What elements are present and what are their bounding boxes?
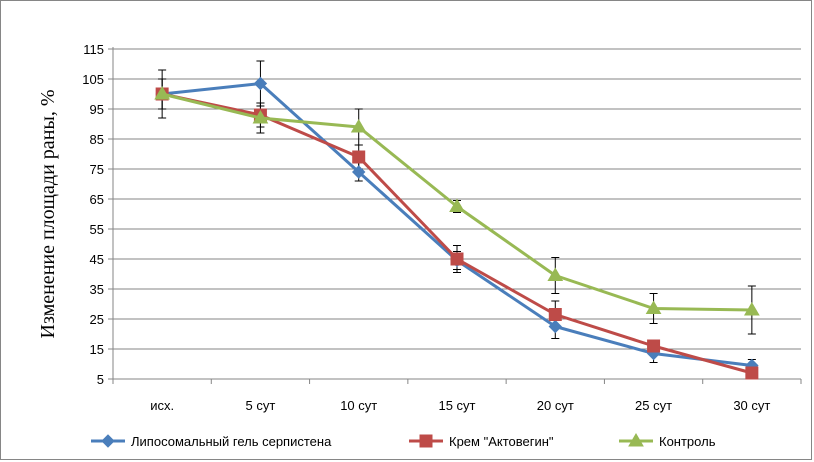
legend-label: Липосомальный гель серпистена	[131, 434, 332, 449]
series-line-1	[161, 82, 753, 367]
data-point-diamond	[548, 319, 562, 334]
data-point-triangle	[645, 300, 662, 314]
y-tick-label: 15	[90, 342, 104, 357]
series-line-2	[161, 92, 753, 375]
x-tick-label: 5 сут	[246, 398, 276, 413]
data-point-triangle	[252, 110, 269, 124]
error-bars	[158, 60, 756, 378]
x-tick-label: 15 сут	[438, 398, 475, 413]
gridlines	[108, 48, 801, 380]
axes	[112, 47, 802, 384]
data-point-square	[352, 150, 366, 164]
y-tick-label: 65	[90, 192, 104, 207]
y-tick-label: 55	[90, 222, 104, 237]
data-point-triangle	[743, 302, 760, 316]
data-point-triangle	[350, 119, 367, 133]
series-lines	[154, 76, 760, 380]
y-tick-label: 75	[90, 162, 104, 177]
data-point-square	[647, 339, 661, 353]
y-tick-label: 95	[90, 102, 104, 117]
legend-marker	[101, 434, 115, 448]
data-point-square	[548, 308, 562, 321]
x-tick-label: 25 сут	[635, 398, 672, 413]
y-tick-label: 105	[82, 72, 104, 87]
data-point-triangle	[154, 86, 171, 100]
data-point-diamond	[352, 165, 366, 179]
data-point-diamond	[253, 76, 268, 91]
legend: Липосомальный гель серпистена Крем "Актов…	[91, 433, 716, 449]
legend-label: Контроль	[659, 434, 716, 449]
y-tick-label: 115	[83, 42, 104, 57]
data-point-square	[450, 252, 464, 266]
y-tick-labels: 5 15 25 35 45 55 65 75 85 95 105 115	[82, 42, 104, 387]
legend-label: Крем "Актовегин"	[449, 434, 554, 449]
legend-marker	[419, 434, 433, 448]
y-tick-label: 45	[90, 252, 104, 267]
x-tick-label: 20 сут	[537, 398, 574, 413]
x-tick-label: 30 сут	[733, 398, 770, 413]
x-tick-label: 10 сут	[340, 398, 377, 413]
legend-marker	[628, 433, 644, 447]
y-tick-label: 85	[90, 132, 104, 147]
data-point-triangle	[547, 267, 564, 281]
y-tick-label: 5	[97, 372, 104, 387]
x-tick-label: исх.	[150, 398, 174, 413]
data-point-square	[745, 366, 759, 380]
data-point-triangle	[449, 198, 465, 212]
y-tick-label: 35	[90, 282, 104, 297]
x-tick-labels: исх. 5 сут 10 сут 15 сут 20 сут 25 сут 30 сут	[150, 398, 770, 413]
y-tick-label: 25	[90, 312, 104, 327]
y-axis-label: Изменение площади раны, %	[37, 90, 59, 339]
